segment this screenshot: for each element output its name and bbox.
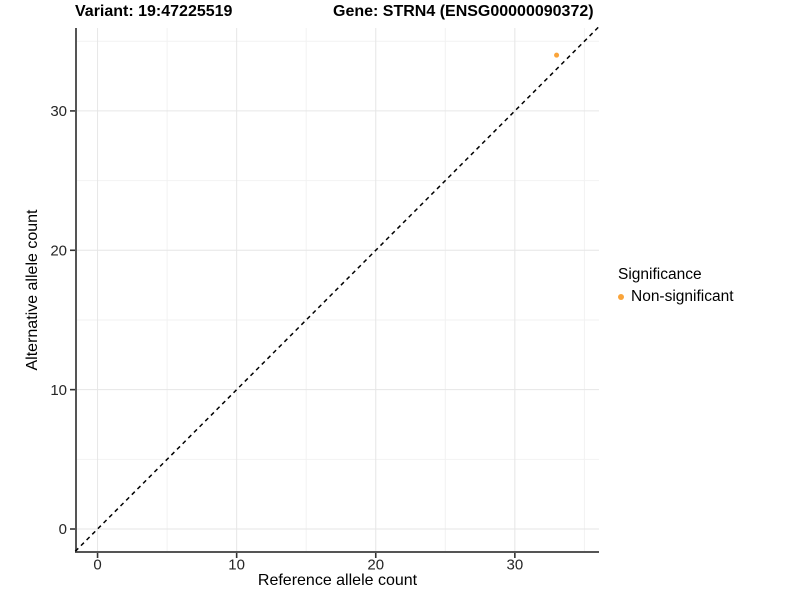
x-tick-label: 10: [228, 557, 245, 574]
y-tick-label: 30: [50, 103, 67, 120]
gene-title: Gene: STRN4 (ENSG00000090372): [333, 3, 594, 20]
y-tick-label: 10: [50, 382, 67, 399]
data-point: [554, 52, 560, 58]
legend-title: Significance: [618, 266, 702, 283]
variant-title: Variant: 19:47225519: [75, 3, 233, 20]
x-tick-label: 20: [367, 557, 384, 574]
y-axis-title: Alternative allele count: [24, 209, 41, 371]
legend-entry-label: Non-significant: [631, 288, 734, 305]
x-tick-label: 30: [507, 557, 524, 574]
y-tick-label: 20: [50, 242, 67, 259]
legend: Significance Non-significant: [618, 266, 734, 306]
x-axis-title: Reference allele count: [257, 572, 418, 589]
legend-entry: Non-significant: [618, 288, 734, 306]
identity-reference-line: [74, 25, 601, 552]
legend-point-icon: [618, 294, 624, 300]
x-tick-label: 0: [93, 557, 101, 574]
y-tick-label: 0: [59, 521, 67, 538]
